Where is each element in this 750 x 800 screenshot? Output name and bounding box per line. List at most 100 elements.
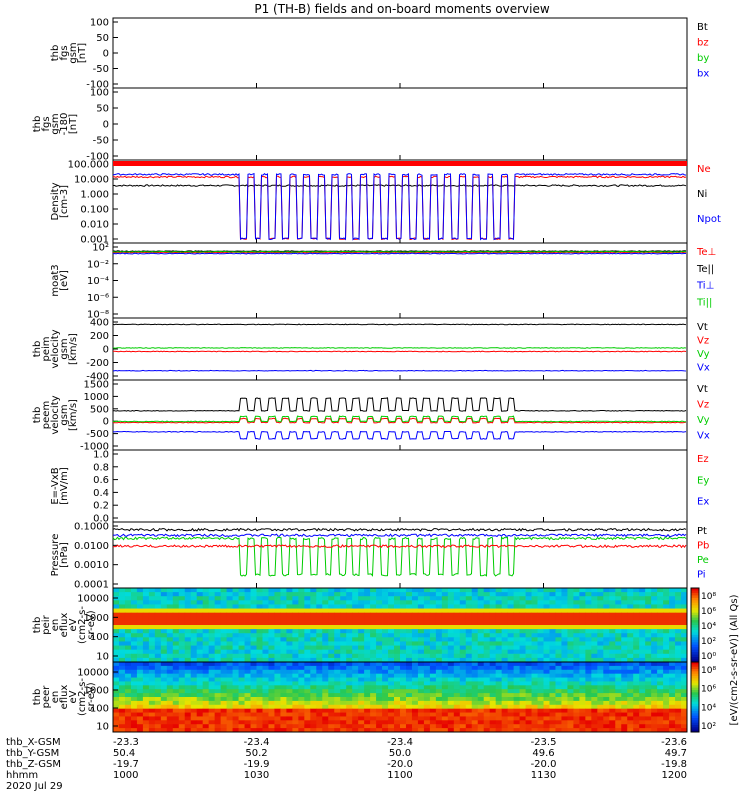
- heatmap-cell: [154, 604, 162, 609]
- heatmap-cell: [358, 588, 365, 593]
- heatmap-cell: [645, 612, 652, 618]
- heatmap-cell: [262, 600, 269, 605]
- heatmap-cell: [358, 596, 365, 601]
- heatmap-cell: [561, 588, 568, 593]
- heatmap-cell: [519, 712, 526, 717]
- heatmap-cell: [681, 689, 688, 694]
- heatmap-cell: [226, 673, 233, 678]
- heatmap-cell: [334, 596, 341, 601]
- heatmap-cell: [597, 712, 604, 717]
- heatmap-cell: [346, 620, 353, 626]
- ylabel-line: gsm: [59, 338, 70, 359]
- heatmap-cell: [220, 604, 228, 609]
- heatmap-cell: [477, 720, 485, 725]
- heatmap-cell: [382, 662, 389, 667]
- heatmap-cell: [573, 637, 580, 642]
- heatmap-cell: [274, 681, 281, 686]
- heatmap-cell: [585, 697, 592, 702]
- heatmap-cell: [376, 657, 383, 663]
- heatmap-cell: [663, 600, 670, 605]
- heatmap-cell: [489, 649, 497, 655]
- heatmap-cell: [609, 677, 616, 682]
- heatmap-cell: [615, 592, 622, 597]
- heatmap-cell: [310, 720, 317, 725]
- heatmap-cell: [244, 596, 251, 601]
- heatmap-cell: [256, 612, 263, 618]
- heatmap-cell: [160, 685, 168, 690]
- heatmap-cell: [142, 712, 150, 717]
- heatmap-cell: [130, 677, 138, 682]
- heatmap-cell: [639, 637, 646, 642]
- heatmap-cell: [585, 657, 592, 663]
- series-vt: [112, 323, 687, 326]
- heatmap-cell: [352, 600, 359, 605]
- heatmap-cell: [615, 612, 622, 618]
- heatmap-cell: [310, 612, 317, 618]
- heatmap-cell: [196, 596, 204, 601]
- heatmap-cell: [417, 693, 425, 698]
- heatmap-cell: [388, 649, 395, 655]
- heatmap-cell: [226, 665, 233, 671]
- heatmap-cell: [459, 612, 467, 618]
- heatmap-cell: [310, 588, 317, 593]
- heatmap-cell: [184, 637, 192, 642]
- heatmap-cell: [382, 712, 389, 717]
- heatmap-cell: [232, 665, 239, 671]
- colorbar-step: [691, 659, 699, 663]
- heatmap-cell: [118, 669, 126, 675]
- heatmap-cell: [417, 708, 425, 713]
- heatmap-cell: [525, 693, 532, 698]
- heatmap-cell: [113, 637, 120, 642]
- y-tick-label: 0.8: [93, 462, 109, 473]
- heatmap-cell: [376, 665, 383, 671]
- heatmap-cell: [459, 728, 467, 733]
- heatmap-cell: [483, 612, 491, 618]
- heatmap-cell: [537, 616, 544, 622]
- heatmap-cell: [238, 625, 245, 630]
- heatmap-cell: [513, 685, 520, 690]
- heatmap-cell: [465, 693, 473, 698]
- heatmap-cell: [513, 596, 520, 601]
- heatmap-cell: [549, 592, 556, 597]
- heatmap-cell: [501, 716, 509, 721]
- heatmap-cell: [382, 681, 389, 686]
- panel-temp: moat3[eV]10²10⁻²10⁻⁴10⁻⁶10⁻⁸Te⊥Te||Ti⊥Ti…: [50, 242, 716, 321]
- heatmap-cell: [603, 673, 610, 678]
- heatmap-cell: [555, 657, 562, 663]
- heatmap-cell: [447, 685, 455, 690]
- heatmap-cell: [441, 697, 449, 702]
- heatmap-cell: [113, 633, 120, 638]
- heatmap-cell: [663, 649, 670, 655]
- heatmap-cell: [310, 604, 317, 609]
- heatmap-cell: [286, 689, 293, 694]
- ylabel-line: -180: [59, 113, 70, 136]
- heatmap-cell: [298, 596, 305, 601]
- heatmap-cell: [190, 604, 198, 609]
- heatmap-cell: [477, 588, 485, 593]
- heatmap-cell: [346, 645, 353, 651]
- heatmap-cell: [561, 681, 568, 686]
- heatmap-cell: [519, 596, 526, 601]
- heatmap-cell: [184, 693, 192, 698]
- heatmap-cell: [298, 633, 305, 638]
- panel-ylabel: thbpeerenefluxeV(cm2-s-sr-eV): [32, 678, 97, 716]
- heatmap-cell: [477, 616, 485, 622]
- heatmap-cell: [388, 700, 395, 706]
- heatmap-cell: [190, 677, 198, 682]
- heatmap-cell: [250, 689, 257, 694]
- heatmap-cell: [627, 712, 634, 717]
- heatmap-cell: [113, 641, 120, 646]
- heatmap-cell: [489, 689, 497, 694]
- heatmap-cell: [124, 689, 132, 694]
- heatmap-cell: [148, 596, 156, 601]
- heatmap-cell: [358, 665, 365, 671]
- heatmap-cell: [411, 616, 419, 622]
- heatmap-cell: [304, 681, 311, 686]
- heatmap-cell: [567, 720, 574, 725]
- heatmap-cell: [411, 669, 419, 675]
- heatmap-cell: [178, 596, 186, 601]
- heatmap-cell: [226, 685, 233, 690]
- heatmap-cell: [657, 592, 664, 597]
- heatmap-cell: [136, 673, 144, 678]
- heatmap-cell: [405, 649, 413, 655]
